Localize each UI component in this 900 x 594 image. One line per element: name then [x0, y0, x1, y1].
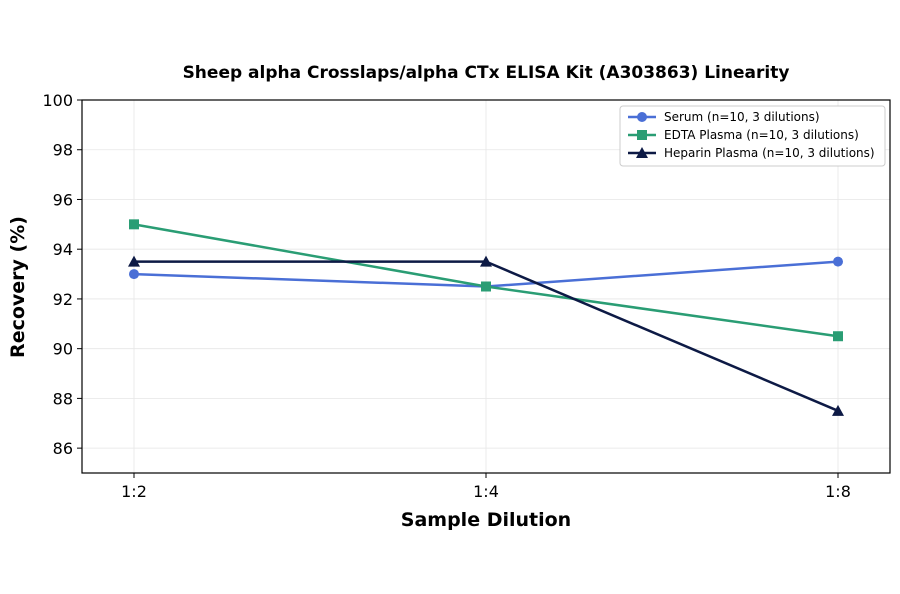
data-point: [832, 404, 844, 416]
legend-label: EDTA Plasma (n=10, 3 dilutions): [664, 128, 859, 142]
x-tick-label: 1:2: [121, 482, 147, 501]
y-tick-label: 90: [53, 340, 73, 359]
y-axis-label: Recovery (%): [7, 216, 29, 358]
y-tick-label: 94: [53, 240, 73, 259]
chart-title: Sheep alpha Crosslaps/alpha CTx ELISA Ki…: [183, 63, 790, 83]
legend-label: Serum (n=10, 3 dilutions): [664, 110, 820, 124]
legend: Serum (n=10, 3 dilutions) EDTA Plasma (n=…: [619, 105, 886, 167]
x-tick-label: 1:4: [473, 482, 499, 501]
series-triangle: [128, 255, 844, 416]
series-square: [129, 219, 843, 342]
legend-item: Heparin Plasma (n=10, 3 dilutions): [628, 146, 875, 160]
legend-marker: [637, 130, 647, 140]
y-tick-label: 96: [53, 190, 73, 209]
x-axis-label: Sample Dilution: [401, 509, 571, 531]
legend-item: Serum (n=10, 3 dilutions): [628, 110, 820, 124]
y-tick-label: 98: [53, 141, 73, 160]
legend-marker: [636, 147, 648, 158]
data-point: [833, 256, 843, 267]
legend-marker: [637, 112, 647, 122]
legend-box: [619, 105, 886, 167]
series-layer: [128, 219, 844, 416]
y-tick-label: 92: [53, 290, 73, 309]
data-point: [128, 255, 140, 267]
data-point: [481, 281, 491, 292]
data-point: [129, 219, 139, 230]
data-point: [833, 331, 843, 342]
legend-item: EDTA Plasma (n=10, 3 dilutions): [628, 128, 859, 142]
data-point: [129, 269, 139, 280]
data-point: [480, 255, 492, 267]
legend-label: Heparin Plasma (n=10, 3 dilutions): [664, 146, 875, 160]
y-tick-label: 100: [42, 91, 73, 110]
x-tick-label: 1:8: [825, 482, 851, 501]
y-tick-label: 86: [53, 439, 73, 458]
y-tick-label: 88: [53, 389, 73, 408]
axis-ticks: 86 88 90 92 94 96 98 100 1:2 1:4 1:8: [42, 91, 850, 501]
